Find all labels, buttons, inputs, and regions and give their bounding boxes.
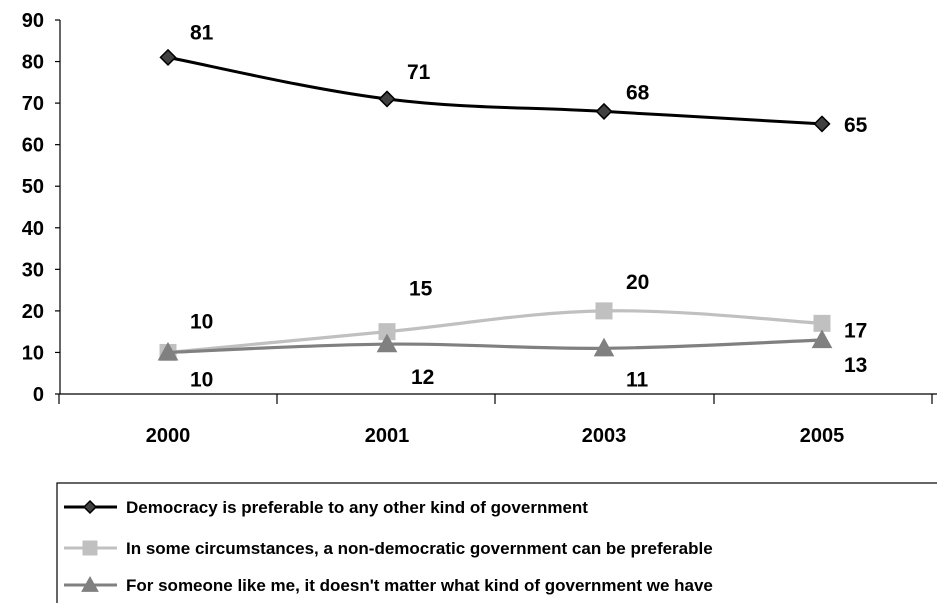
y-tick-label: 0 [33,384,44,406]
x-tick-label: 2003 [582,425,627,447]
y-axis-ticks: 0 10 20 30 40 50 60 70 80 90 [22,10,60,406]
data-label: 71 [407,61,431,84]
y-tick-label: 20 [22,301,44,323]
data-label: 11 [626,368,649,391]
data-label: 15 [409,278,433,301]
y-tick-label: 40 [22,218,44,240]
data-point-triangle [811,329,833,349]
data-label: 17 [844,319,867,342]
data-labels: 81 71 68 65 10 15 20 17 10 12 11 13 [190,21,868,391]
series-line [167,55,823,126]
data-point-diamond [378,90,396,108]
data-point-triangle [376,333,398,353]
y-tick-label: 10 [22,342,44,364]
data-point-triangle [593,337,615,357]
x-tick-label: 2001 [365,425,410,447]
legend: Democracy is preferable to any other kin… [56,482,937,603]
legend-label: In some circumstances, a non-democratic … [126,539,713,558]
data-label: 65 [844,114,868,137]
data-label: 13 [844,354,867,377]
series-diamond [159,48,831,133]
x-axis-ticks: 2000 2001 2003 2005 [58,394,933,447]
series-triangle [157,329,833,361]
y-tick-label: 50 [22,176,44,198]
axes [59,20,937,395]
data-label: 12 [411,366,434,389]
y-tick-label: 60 [22,135,44,157]
legend-box [56,482,937,603]
data-point-diamond [813,115,831,133]
legend-item: In some circumstances, a non-democratic … [64,539,713,558]
x-tick-label: 2000 [146,425,191,447]
legend-label: Democracy is preferable to any other kin… [126,498,588,517]
data-point-square [82,540,98,556]
data-label: 10 [190,368,213,391]
data-point-triangle [81,575,99,592]
data-point-square [813,314,831,332]
data-label: 20 [626,271,649,294]
legend-item: Democracy is preferable to any other kin… [64,498,588,517]
data-label: 81 [190,21,214,44]
data-point-diamond [595,102,613,120]
x-tick-label: 2005 [800,425,845,447]
y-tick-label: 80 [22,52,44,74]
data-label: 10 [190,310,213,333]
y-tick-label: 70 [22,93,44,115]
data-point-square [595,302,613,320]
data-point-diamond [159,48,177,66]
legend-item: For someone like me, it doesn't matter w… [64,575,713,595]
series-line [167,338,823,355]
series-layer [157,48,833,361]
data-point-triangle [157,341,179,361]
legend-label: For someone like me, it doesn't matter w… [126,576,713,595]
series-line [167,309,823,355]
y-tick-label: 30 [22,259,44,281]
series-square [159,302,831,361]
data-label: 68 [626,81,650,104]
data-point-diamond [82,499,98,515]
y-tick-label: 90 [22,10,44,32]
